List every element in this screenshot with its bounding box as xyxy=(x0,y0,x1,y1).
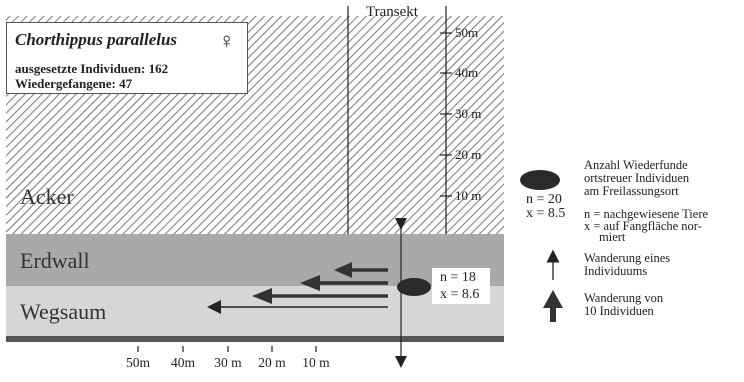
released-count: ausgesetzte Individuen: 162 xyxy=(15,61,169,76)
transect-mark-50: 50m xyxy=(455,25,479,40)
bank-area xyxy=(6,234,504,286)
legend-thick-arrow-line-1: Wanderung von xyxy=(584,291,664,305)
legend-ellipse-line-1: Anzahl Wiederfunde xyxy=(584,158,688,172)
legend-thick-arrow-symbol xyxy=(543,290,563,322)
transect-ticks xyxy=(440,32,452,197)
transect-label: Transekt xyxy=(366,4,418,20)
road-edge xyxy=(6,336,504,342)
release-point-marker xyxy=(397,278,431,296)
axis-label-50: 50m xyxy=(125,355,151,370)
axis-label-30: 30 m xyxy=(214,355,242,370)
axis-label-20: 20 m xyxy=(258,355,286,370)
legend-thin-arrow-line-1: Wanderung eines xyxy=(584,251,671,265)
legend-x-definition-2: miert xyxy=(599,230,626,244)
transect-mark-10: 10 m xyxy=(455,188,482,203)
transect-mark-30: 30 m xyxy=(455,106,482,121)
recaptured-count: Wiedergefangene: 47 xyxy=(15,76,133,91)
axis-label-40: 40m xyxy=(170,355,196,370)
release-n: n = 18 xyxy=(440,270,476,285)
female-symbol: ♀ xyxy=(218,28,236,53)
zone-label-field: Acker xyxy=(20,184,74,209)
legend-ellipse-symbol xyxy=(520,170,560,190)
species-name: Chorthippus parallelus xyxy=(15,30,178,49)
group-migration-arrows xyxy=(252,262,388,304)
bottom-axis-ticks xyxy=(137,346,317,352)
legend-ellipse-line-2: ortstreuer Individuen xyxy=(584,171,690,185)
legend-n-definition: n = nachgewiesene Tiere xyxy=(584,207,709,221)
info-box: Chorthippus parallelus ♀ ausgesetzte Ind… xyxy=(6,22,248,94)
legend-ellipse-line-3: am Freilassungsort xyxy=(584,184,679,198)
legend-thin-arrow-line-2: Individuums xyxy=(584,264,648,278)
zone-label-bank: Erdwall xyxy=(20,248,90,273)
axis-label-10: 10 m xyxy=(302,355,330,370)
zone-label-verge: Wegsaum xyxy=(20,299,107,324)
release-x: x = 8.6 xyxy=(440,287,480,302)
legend-x-definition-1: x = auf Fangfläche nor- xyxy=(584,219,702,233)
transect-mark-40: 40m xyxy=(455,65,479,80)
legend-thick-arrow-line-2: 10 Individuen xyxy=(584,304,654,318)
legend-example-x: x = 8.5 xyxy=(526,206,566,221)
legend-example-n: n = 20 xyxy=(526,192,562,207)
release-stats-box xyxy=(432,268,490,304)
transect-mark-20: 20 m xyxy=(455,147,482,162)
